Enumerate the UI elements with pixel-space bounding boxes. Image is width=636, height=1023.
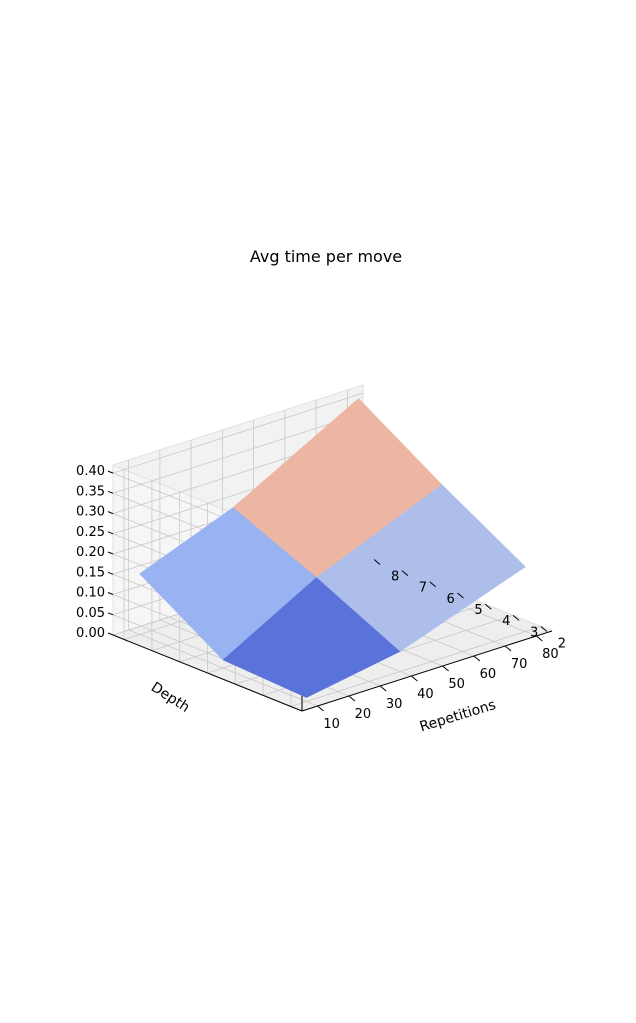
gridline-y [290,626,542,707]
x-tick-mark [473,655,481,662]
z-tick-mark [107,470,114,474]
y-axis-label: Depth [148,679,192,716]
gridline-z [112,392,364,474]
y-tick-mark [457,592,464,599]
y-tick-mark [401,570,409,576]
tick-label: 60 [480,667,497,682]
tick-labels: 10 20 30 40 50 60 70 802 3 4 5 6 7 8 0.00 0.05 0.10 0.15 0… [76,464,566,732]
tick-label: 8 [391,570,399,585]
y-tick-mark [484,603,492,610]
z-tick-mark [107,612,114,616]
z-tick-mark [107,531,114,535]
y-tick-mark [429,581,437,588]
tick-label: 7 [419,581,427,596]
tick-label: 10 [323,717,340,732]
tick-label: 30 [386,697,403,712]
tick-label: 0.35 [76,484,105,499]
tick-label: 40 [417,687,434,702]
x-tick-mark [348,695,356,702]
y-tick-mark [373,559,381,565]
tick-label: 20 [355,707,372,722]
y-tick-mark [512,615,520,621]
gridline-z [112,412,364,494]
x-tick-mark [317,705,324,712]
tick-label: 0.30 [76,505,105,520]
tick-label: 0.25 [76,525,105,540]
tick-label: 0.10 [76,586,105,601]
tick-label: 0.15 [76,565,105,580]
y-tick-mark [540,626,548,632]
tick-label: 3 [530,625,538,640]
x-axis-line [301,630,553,712]
tick-label: 0.05 [76,606,105,621]
z-tick-mark [107,551,114,555]
surface [139,398,526,698]
z-tick-mark [107,490,114,494]
tick-label: 0.40 [76,464,105,479]
tick-label: 6 [447,592,455,607]
y-axis-line [112,634,303,712]
z-tick-mark [107,571,114,575]
x-tick-mark [504,645,512,652]
x-tick-mark [442,665,449,672]
tick-label: 0.20 [76,545,105,560]
x-tick-mark [536,635,543,642]
x-axis-label: Repetitions [418,697,498,735]
chart-title: Avg time per move [250,247,402,266]
surface-face [316,484,526,652]
tick-label: 2 [558,637,566,652]
z-tick-mark [107,592,114,595]
x-tick-mark [379,685,387,692]
z-tick-mark [107,632,114,636]
tick-label: 0.00 [76,626,105,641]
z-tick-mark [107,511,114,515]
tick-label: 80 [542,647,559,662]
x-tick-mark [411,675,418,682]
tick-label: 70 [511,657,528,672]
tick-label: 4 [502,614,510,629]
tick-label: 5 [474,603,482,618]
tick-label: 50 [448,677,465,692]
